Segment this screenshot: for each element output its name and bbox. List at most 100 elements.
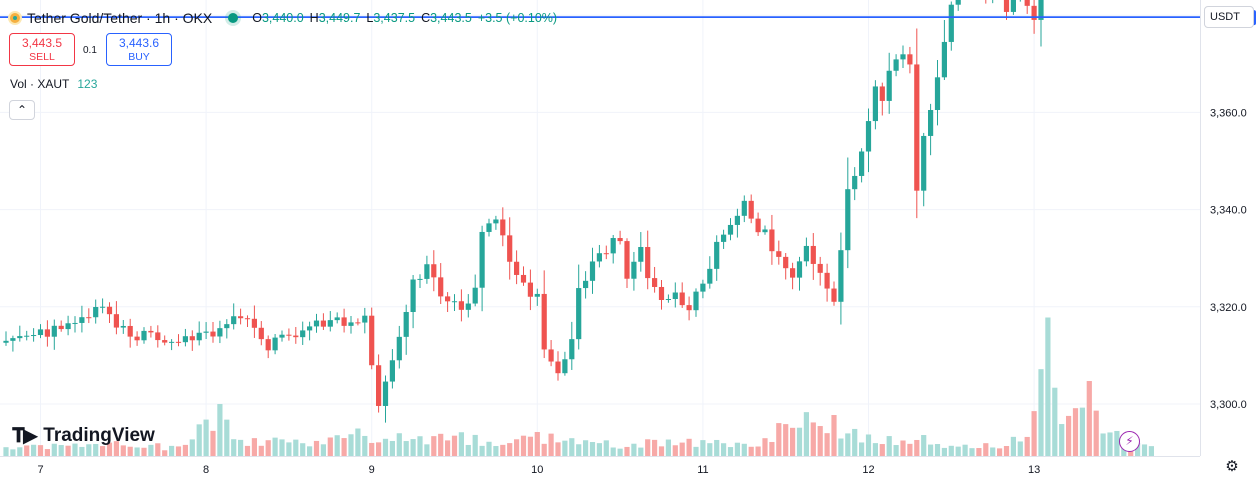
- market-open-status-icon[interactable]: [228, 13, 239, 23]
- volume-bar: [790, 427, 796, 456]
- candle-body: [534, 293, 540, 297]
- volume-bar: [320, 444, 326, 456]
- price-axis-label: 3,360.0: [1210, 107, 1247, 119]
- volume-bar: [948, 445, 954, 456]
- candle-body: [238, 316, 244, 319]
- candle-body: [51, 325, 57, 337]
- volume-bar: [169, 445, 175, 456]
- volume-bar: [175, 446, 182, 456]
- gear-icon[interactable]: ⚙: [1225, 458, 1239, 475]
- candle-body: [251, 318, 257, 328]
- candle-body: [224, 324, 230, 329]
- volume-bar: [596, 443, 602, 456]
- volume-bar: [203, 419, 209, 456]
- volume-legend-label: Vol · XAUT: [10, 77, 70, 91]
- volume-bar: [424, 444, 430, 456]
- volume-bar: [865, 434, 872, 456]
- candle-body: [244, 318, 251, 320]
- volume-bar: [514, 439, 520, 456]
- candle-body: [921, 135, 927, 191]
- candle-body: [100, 306, 106, 308]
- volume-legend-value: 123: [77, 77, 98, 91]
- volume-bar: [610, 447, 616, 456]
- symbol-title[interactable]: Tether Gold/Tether · 1h · OKX: [27, 10, 213, 26]
- candle-body: [362, 315, 368, 323]
- volume-bar: [803, 412, 809, 456]
- volume-bar: [1079, 407, 1085, 456]
- candle-body: [603, 253, 609, 255]
- ohlc-low-key: L: [366, 11, 374, 25]
- candle-body: [790, 268, 796, 278]
- currency-selector[interactable]: USDT: [1204, 6, 1254, 28]
- candle-body: [1038, 0, 1044, 20]
- volume-bar: [762, 438, 768, 456]
- candle-body: [210, 331, 216, 337]
- candle-body: [886, 70, 892, 101]
- volume-bar: [334, 435, 340, 456]
- buy-button[interactable]: 3,443.6 BUY: [106, 33, 172, 66]
- candle-body: [403, 311, 409, 337]
- volume-bar: [451, 435, 458, 456]
- candle-body: [438, 277, 444, 297]
- volume-bar: [755, 446, 761, 456]
- candle-body: [852, 175, 858, 190]
- volume-bar: [493, 446, 499, 456]
- lightning-bolt-icon[interactable]: ⚡: [1119, 431, 1140, 452]
- candle-body: [748, 200, 754, 219]
- volume-bar: [652, 439, 658, 456]
- candle-body: [382, 381, 389, 406]
- sell-button[interactable]: 3,443.5 SELL: [9, 33, 75, 66]
- collapse-legend-button[interactable]: ⌃: [9, 100, 35, 120]
- volume-bar: [576, 444, 582, 456]
- volume-legend[interactable]: Vol · XAUT 123: [10, 77, 97, 91]
- candle-body: [182, 336, 188, 343]
- volume-bar: [941, 447, 947, 456]
- volume-bar: [1024, 436, 1030, 456]
- candle-body: [293, 335, 299, 338]
- candle-body: [596, 253, 602, 262]
- candle-body: [431, 264, 437, 278]
- volume-bar: [859, 442, 865, 456]
- volume-bar: [293, 439, 299, 456]
- time-axis-label: 9: [369, 464, 375, 476]
- volume-bar: [79, 446, 85, 456]
- candle-body: [638, 247, 644, 262]
- volume-bar: [714, 439, 720, 456]
- ohlc-high-key: H: [309, 11, 319, 25]
- volume-bar: [486, 441, 492, 456]
- sell-price: 3,443.5: [21, 36, 63, 50]
- volume-bar: [665, 439, 671, 456]
- candle-body: [838, 250, 844, 302]
- candle-body: [1010, 0, 1016, 12]
- candle-body: [44, 329, 50, 337]
- candle-body: [472, 287, 478, 304]
- volume-bar: [272, 437, 278, 456]
- volume-bar: [976, 448, 982, 456]
- volume-bar: [589, 442, 596, 456]
- volume-bar: [1086, 381, 1092, 456]
- volume-bar: [162, 450, 168, 456]
- candle-body: [93, 307, 99, 318]
- volume-bar: [507, 443, 513, 456]
- candle-body: [451, 301, 458, 303]
- candle-body: [65, 323, 71, 330]
- candle-body: [320, 320, 326, 327]
- candle-body: [155, 332, 161, 341]
- candle-body: [141, 330, 147, 341]
- ohlc-close-key: C: [421, 11, 431, 25]
- volume-bar: [631, 443, 637, 456]
- candle-body: [907, 54, 913, 65]
- candle-body: [417, 278, 423, 280]
- tradingview-logo[interactable]: 𝐓▶ TradingView: [12, 423, 155, 448]
- volume-bar: [445, 440, 451, 456]
- candle-body: [196, 332, 202, 341]
- candle-body: [169, 341, 175, 343]
- volume-bar: [700, 440, 706, 456]
- volume-bar: [555, 442, 561, 456]
- candle-body: [3, 340, 9, 343]
- candle-body: [872, 86, 878, 122]
- volume-bar: [748, 446, 754, 456]
- candle-body: [783, 256, 789, 269]
- volume-bar: [396, 433, 402, 456]
